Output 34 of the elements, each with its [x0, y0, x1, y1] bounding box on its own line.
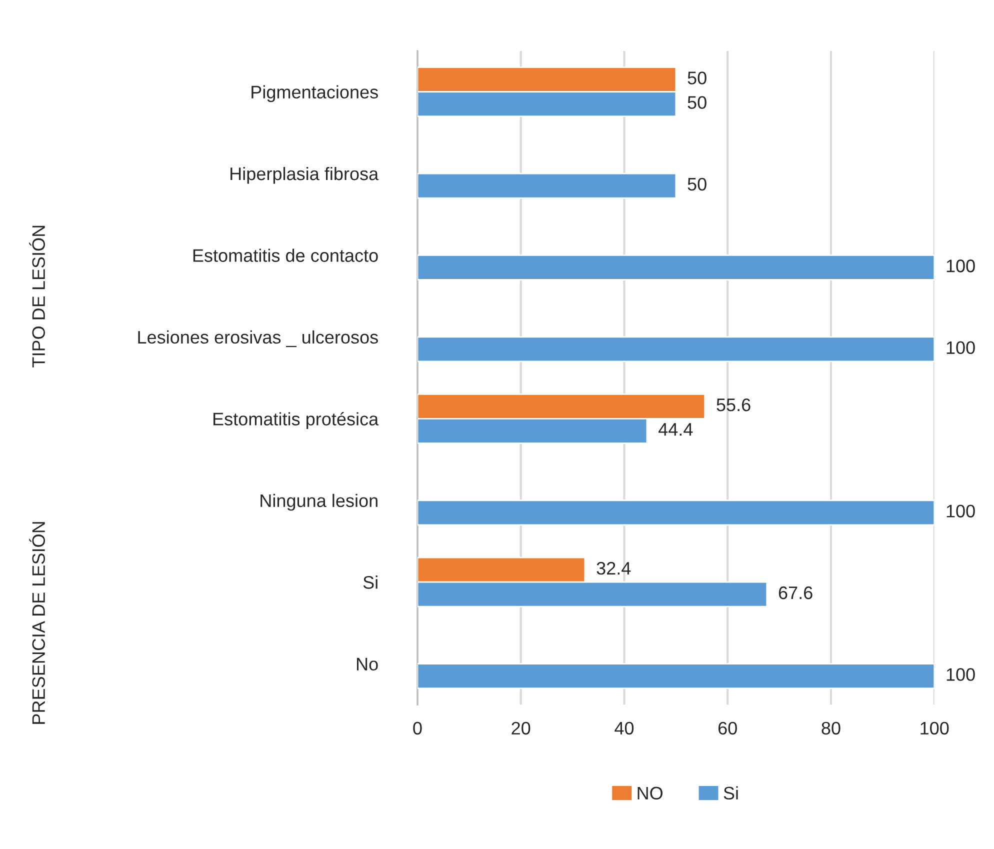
data-label: 44.4 [658, 423, 693, 436]
bar [417, 336, 934, 362]
data-label: 50 [688, 72, 706, 84]
text: PRESENCIA DE LESIÓN [29, 522, 46, 724]
y-tick-label: Estomatitis de contacto [193, 248, 378, 262]
y-tick-label: Ninguna lesion [260, 494, 378, 511]
bar [417, 500, 934, 526]
data-label: 50 [688, 96, 706, 109]
data-label: 100 [946, 668, 975, 681]
y-tick-label: No [356, 658, 378, 671]
y-tick-label: Si [363, 576, 378, 589]
data-label: 100 [946, 260, 975, 272]
legend-label: NO [638, 786, 663, 800]
data-label: 100 [946, 341, 975, 354]
x-tick-label: 0 [413, 722, 422, 735]
y-tick-label: Pigmentaciones [252, 85, 378, 102]
bar [417, 254, 934, 280]
x-tick-label: 80 [822, 722, 840, 735]
bar [417, 172, 677, 199]
bar [417, 663, 934, 690]
text: TIPO DE LESIÓN [29, 226, 46, 368]
legend-label: Si [724, 786, 738, 800]
y-tick-label: Hiperplasia fibrosa [230, 166, 379, 184]
data-label: 55.6 [716, 398, 750, 412]
x-tick-label: 60 [718, 722, 737, 735]
x-tick-label: 100 [920, 722, 949, 735]
y-tick-label: Lesiones erosivas _ ulcerosos [138, 330, 378, 348]
y-tick-label: Estomatitis protésica [214, 412, 379, 430]
data-label: 32.4 [596, 562, 631, 575]
data-label: 67.6 [778, 586, 812, 600]
data-label: 100 [946, 504, 975, 518]
x-tick-label: 20 [512, 722, 530, 735]
x-tick-label: 40 [614, 722, 634, 735]
data-label: 50 [688, 178, 706, 191]
